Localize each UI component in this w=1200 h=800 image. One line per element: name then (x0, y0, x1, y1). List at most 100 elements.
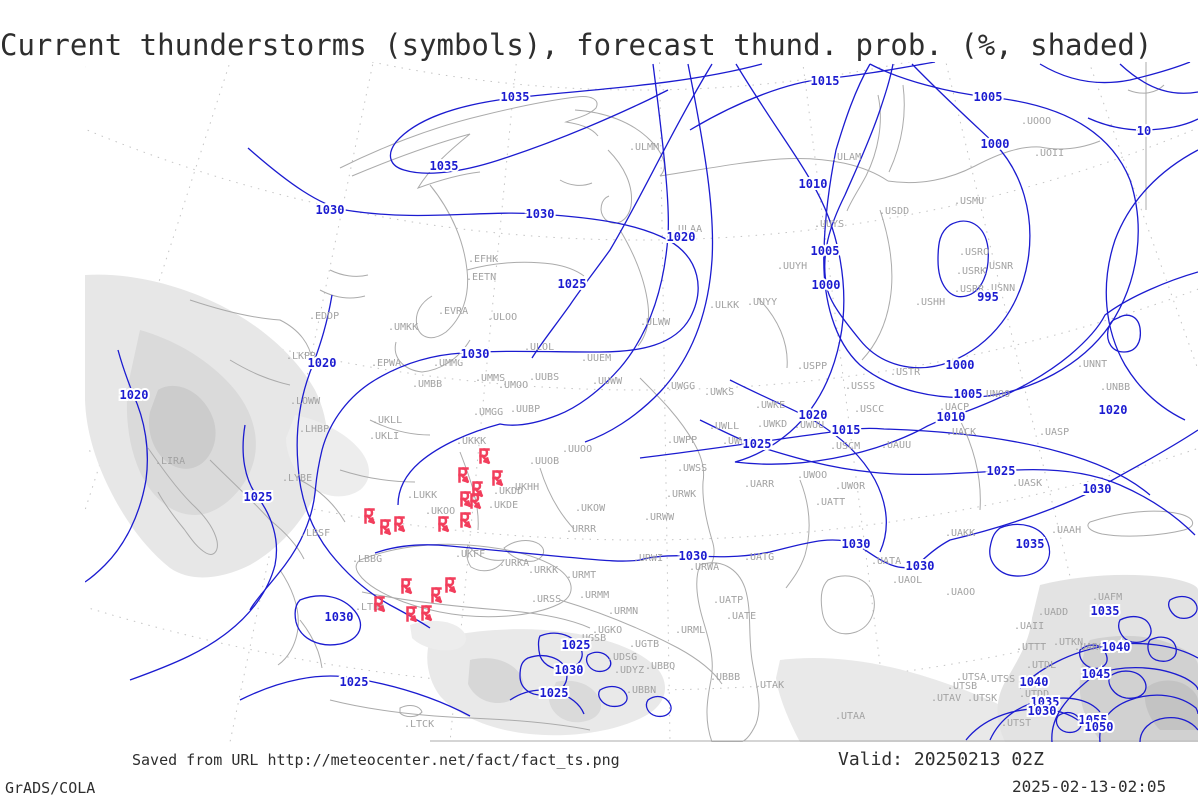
station-label: .UWOR (835, 481, 866, 492)
station-label: .UGSB (576, 633, 606, 644)
thunderstorm-icon (438, 516, 449, 532)
station-label: .USNN (985, 283, 1015, 294)
station-label: .UTSA (956, 672, 986, 683)
isobar-value-label: 1020 (667, 230, 696, 244)
station-label: .UWKD (757, 419, 787, 430)
station-label: .UAOL (892, 575, 922, 586)
station-label: .EETN (466, 272, 496, 283)
coastline-path (299, 419, 431, 523)
station-label: .URMN (608, 606, 638, 617)
station-label: .UGTB (629, 639, 659, 650)
station-label: .UKLL (372, 415, 402, 426)
isobar-path (689, 62, 936, 131)
coastline-path (696, 562, 760, 742)
station-label: .ULAM (831, 152, 861, 163)
thunderstorm-icon (394, 516, 405, 532)
isobar-path (294, 595, 362, 646)
isobar-value-label: 1030 (325, 610, 354, 624)
isobar-path (129, 424, 278, 681)
coastline-path (619, 229, 649, 347)
coastline-path (415, 184, 469, 339)
station-label: .ULWW (640, 317, 671, 328)
coastline-path (329, 699, 591, 731)
probability-shade-region (468, 658, 524, 704)
isobar-value-label: 1055 (1079, 713, 1108, 727)
thunderstorm-icon (460, 491, 471, 507)
isobar-value-label: 1020 (308, 356, 337, 370)
station-label: .UMOO (498, 380, 528, 391)
isobar-value-label: 1030 (842, 537, 871, 551)
coastline-path (820, 575, 875, 635)
isobar-value-label: 1025 (340, 675, 369, 689)
isobar-path (1118, 615, 1152, 643)
isobar-value-label: 1025 (743, 437, 772, 451)
footer-generator: GrADS/COLA (5, 779, 96, 797)
isobar-value-label: 1025 (244, 490, 273, 504)
isobar-value-label: 1005 (954, 387, 983, 401)
station-label: .UWKE (755, 400, 785, 411)
coastline-path (319, 269, 369, 299)
isobar-path (989, 697, 1101, 741)
station-label: .UOII (1034, 148, 1064, 159)
probability-shade-region (410, 620, 467, 651)
station-label: .UUWW (592, 376, 623, 387)
station-label: .UMMG (433, 358, 463, 369)
isobar-path (1147, 636, 1177, 662)
isobar-path (509, 689, 585, 715)
isobar-value-label: 1020 (1099, 403, 1128, 417)
station-label: .UKFF (455, 549, 485, 560)
station-label: .UWWW (722, 436, 753, 447)
coastline-path (361, 591, 591, 629)
isobar-value-label: 1030 (316, 203, 345, 217)
isobar-value-label: 1030 (526, 207, 555, 221)
station-label: .EVRA (438, 306, 468, 317)
station-label: .UTDL (1026, 660, 1056, 671)
coastline-path (574, 109, 665, 177)
isobar-path (85, 349, 148, 583)
station-label: .USMU (954, 196, 984, 207)
isobar-value-label: 1000 (946, 358, 975, 372)
station-label: .LYBE (282, 473, 312, 484)
station-label: .ULOL (524, 342, 554, 353)
station-label: .UACK (946, 427, 976, 438)
station-label: .EPWA (371, 358, 401, 369)
isobar-value-label: 1010 (937, 410, 966, 424)
station-label: .UTAA (835, 711, 865, 722)
station-label: .UKOO (425, 506, 455, 517)
isobar-value-label: 1030 (1083, 482, 1112, 496)
station-label: .ULOO (487, 312, 517, 323)
station-label: .UAII (1014, 621, 1044, 632)
station-label: .UACP (939, 402, 969, 413)
station-label: .UATT (815, 497, 845, 508)
station-label: .ULMM (629, 142, 659, 153)
station-label: .LTBA (355, 602, 385, 613)
station-label: .UKKK (456, 436, 486, 447)
station-label: .UKLI (369, 431, 399, 442)
isobar-path (824, 63, 1031, 369)
probability-shade-region (286, 415, 369, 497)
coastline-layer (147, 62, 1198, 742)
station-layer: .EFHK .EETN .EVRA .ULOO .UMKK .ULOL .UUEM .EPWA… (155, 116, 1130, 730)
isobar-path (1139, 716, 1198, 742)
thunderstorm-icon (401, 578, 412, 594)
isobar-path (734, 63, 1198, 465)
thunderstorm-icon (445, 577, 456, 593)
station-label: .USRO (959, 247, 989, 258)
isobar-value-label: 1025 (540, 686, 569, 700)
station-label: .UUBP (510, 404, 540, 415)
coastline-path (1087, 510, 1193, 537)
isobar-value-label: 1005 (811, 244, 840, 258)
isobar-value-label: 1010 (799, 177, 828, 191)
station-label: .URKA (499, 558, 529, 569)
station-label: .UBBN (626, 685, 656, 696)
station-label: .UDYZ (614, 665, 644, 676)
coastline-path (394, 339, 471, 373)
coastline-path (147, 447, 218, 555)
isobar-value-label: 1035 (430, 159, 459, 173)
station-label: .UAOO (945, 587, 975, 598)
station-label: .UTKN (1053, 637, 1083, 648)
isobar-path (1168, 595, 1198, 619)
probability-shade-region (148, 385, 216, 469)
station-label: .URSS (531, 594, 561, 605)
